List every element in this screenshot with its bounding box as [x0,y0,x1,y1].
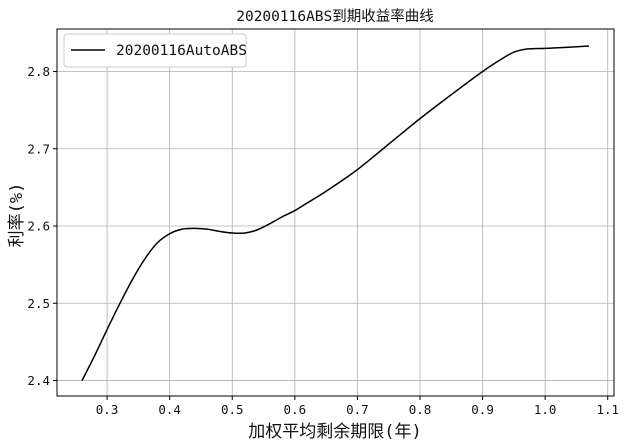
legend: 20200116AutoABS [63,33,247,68]
x-tick-label: 0.4 [158,402,181,417]
plot-frame [56,28,615,397]
x-tick-label: 1.1 [596,402,619,417]
x-tick-label: 0.6 [284,402,307,417]
series-line-20200116AutoABS [81,45,590,381]
y-axis-label: 利率(%) [7,183,27,248]
y-tick-label: 2.4 [27,373,50,388]
y-axis-ticks: 2.4 2.5 2.6 2.7 2.8 [27,64,57,388]
x-tick-label: 0.5 [221,402,244,417]
grid-lines [57,29,614,396]
chart-title: 20200116ABS到期收益率曲线 [236,8,434,25]
y-tick-label: 2.7 [27,141,50,156]
y-tick-label: 2.5 [27,296,50,311]
x-axis-ticks: 0.3 0.4 0.5 0.6 0.7 0.8 0.9 1.0 1.1 [96,396,619,417]
y-tick-label: 2.8 [27,64,50,79]
x-tick-label: 0.7 [346,402,369,417]
x-tick-label: 1.0 [534,402,557,417]
legend-entry: 20200116AutoABS [116,43,247,59]
x-tick-label: 0.8 [409,402,432,417]
x-tick-label: 0.9 [471,402,494,417]
legend-box [63,33,247,68]
x-tick-label: 0.3 [96,402,119,417]
x-axis-label: 加权平均剩余期限(年) [248,422,421,442]
y-tick-label: 2.6 [27,219,50,234]
